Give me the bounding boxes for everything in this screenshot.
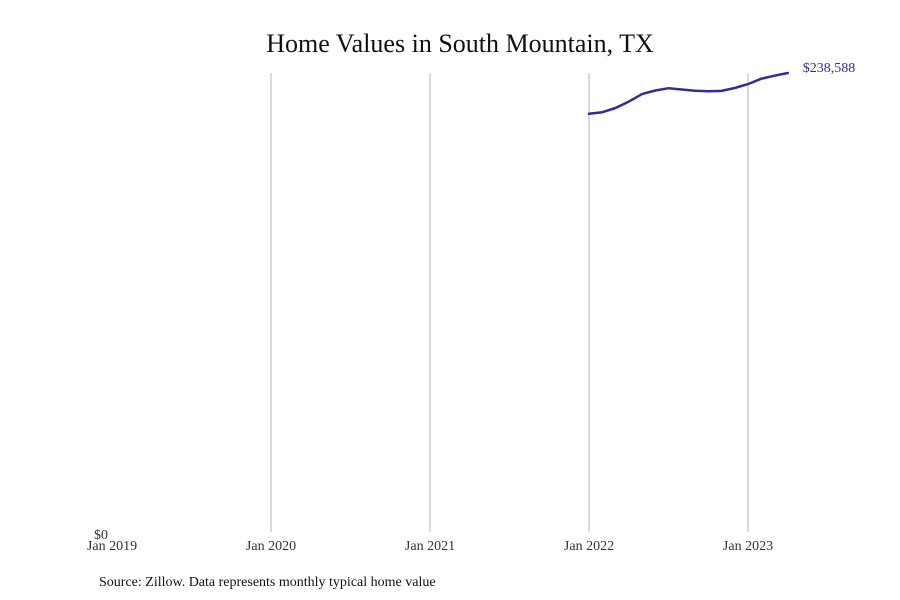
series-end-label: $238,588 [803, 61, 856, 76]
chart-title: Home Values in South Mountain, TX [266, 29, 654, 58]
series-layer: $238,588 [587, 61, 856, 116]
x-tick-label: Jan 2019 [87, 539, 137, 554]
y-tick-label: $0 [94, 528, 108, 543]
x-tick-label: Jan 2022 [564, 539, 614, 554]
series-line-0 [587, 71, 790, 116]
x-tick-label: Jan 2023 [723, 539, 773, 554]
axis-ticks: Jan 2019 Jan 2020 Jan 2021 Jan 2022 Jan 2023… [87, 528, 773, 554]
source-note: Source: Zillow. Data represents monthly … [99, 575, 436, 590]
x-tick-label: Jan 2021 [405, 539, 455, 554]
x-tick-label: Jan 2020 [246, 539, 296, 554]
gridlines [270, 73, 749, 532]
